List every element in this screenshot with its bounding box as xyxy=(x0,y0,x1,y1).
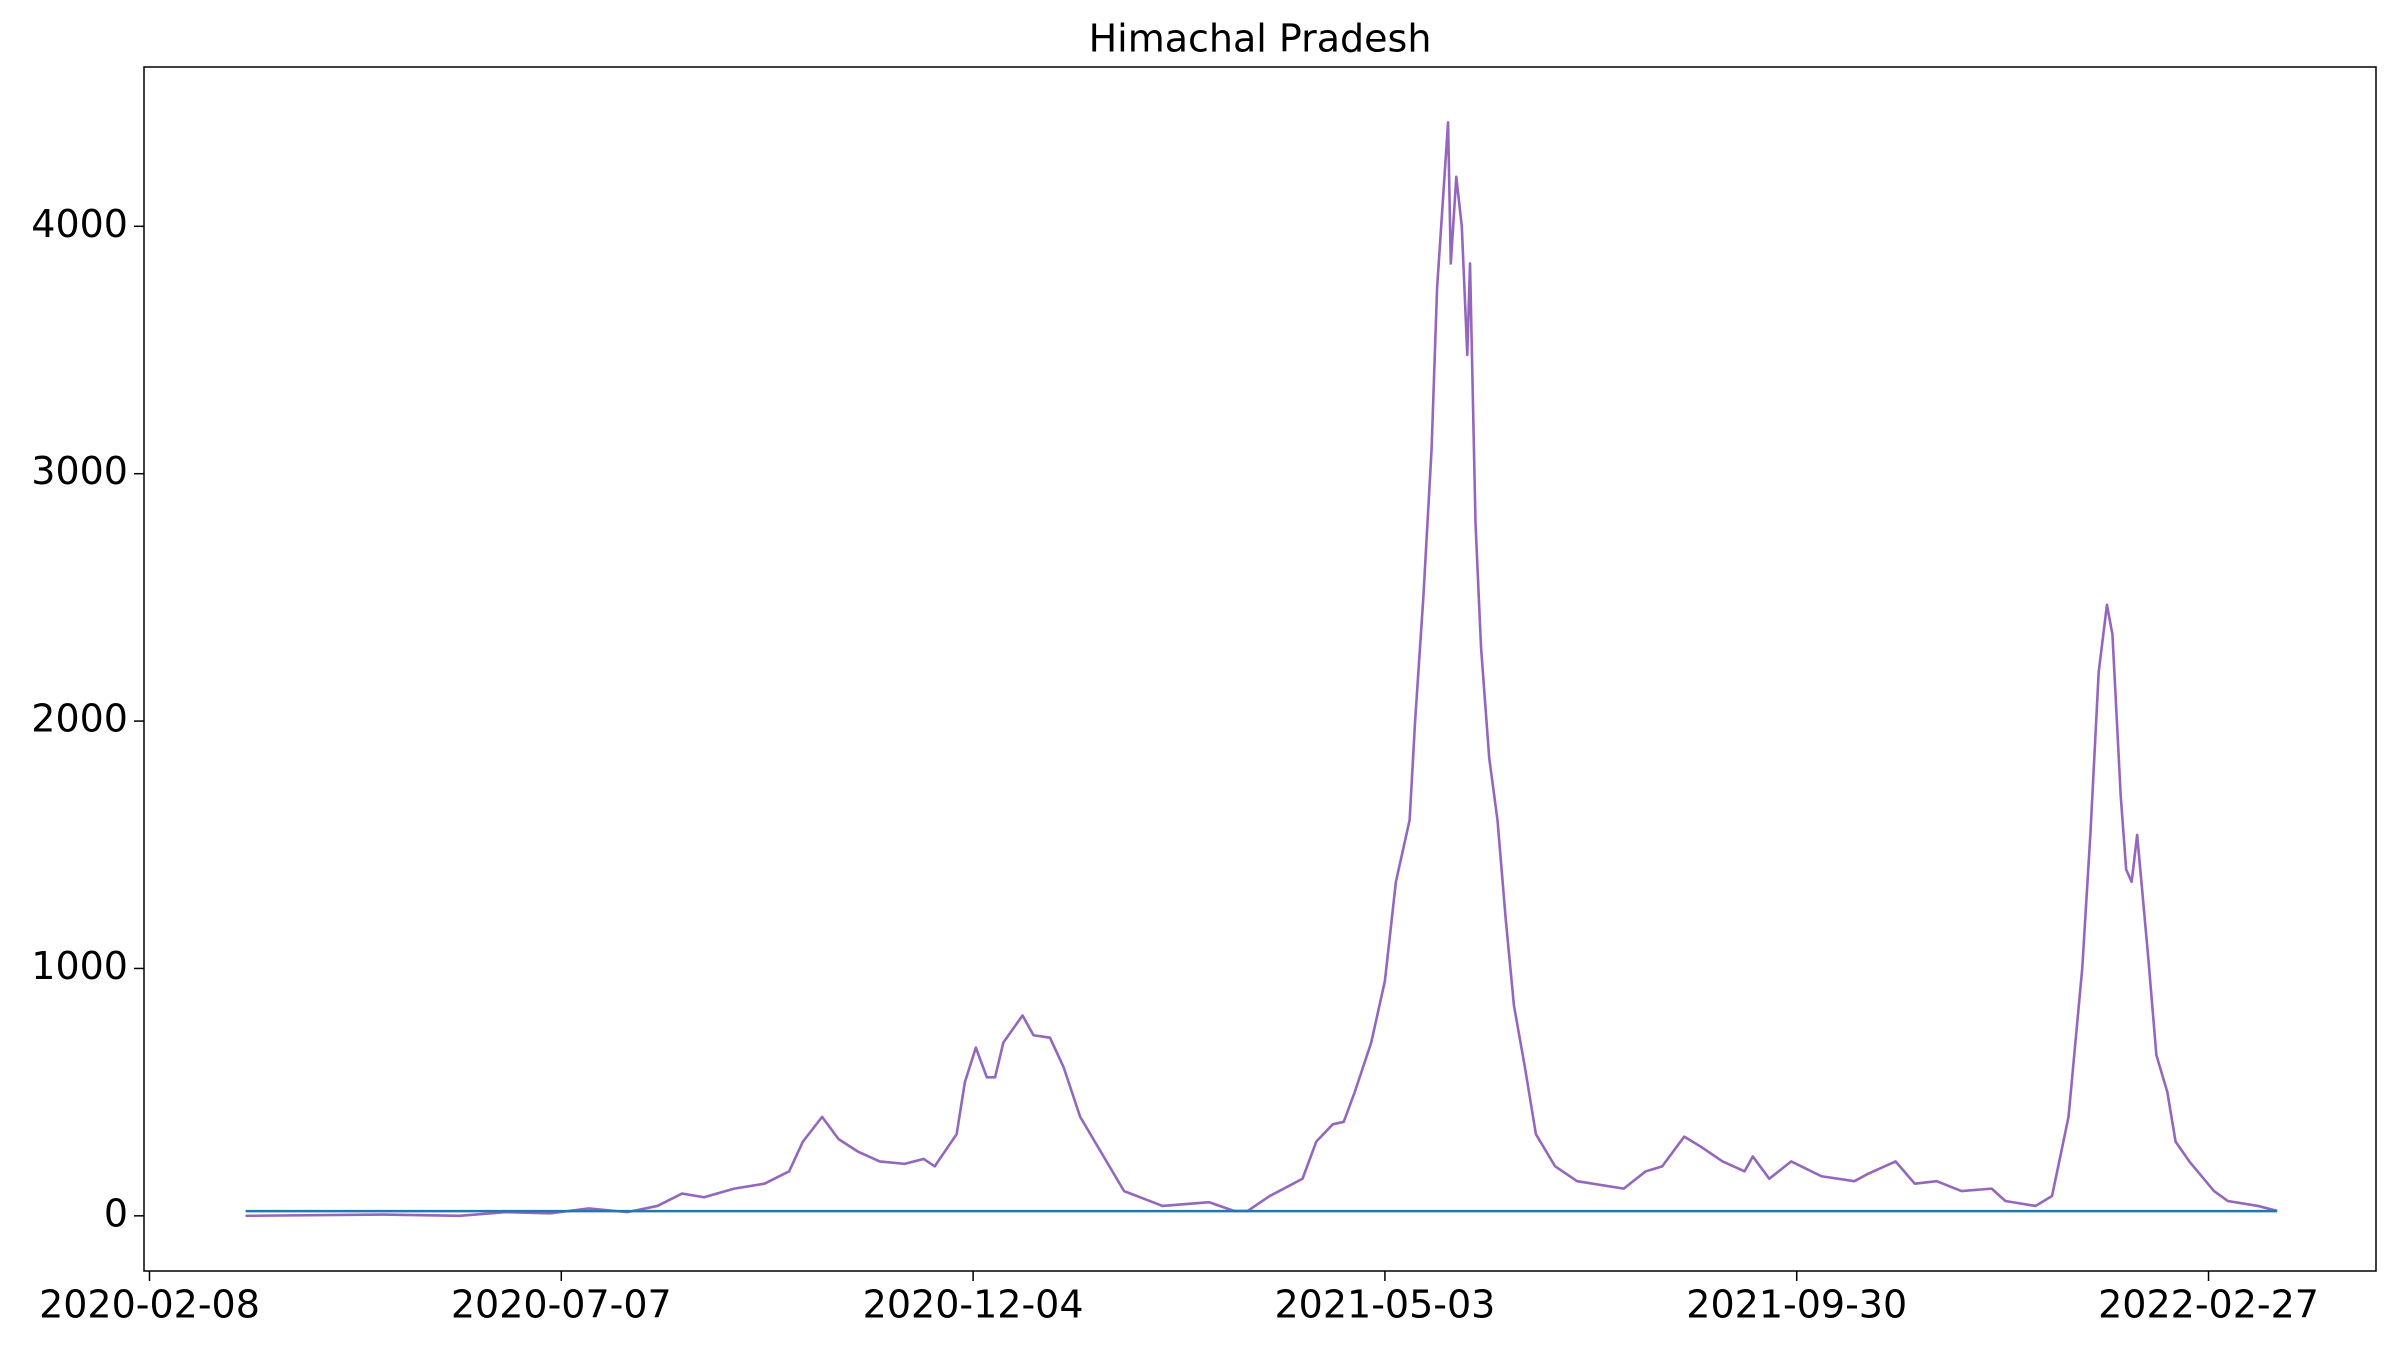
plot-frame xyxy=(143,66,2377,1272)
y-tick-label: 1000 xyxy=(31,944,128,988)
x-tick-label: 2020-12-04 xyxy=(863,1283,1084,1327)
data-line xyxy=(245,121,2278,1218)
x-tick-label: 2022-02-27 xyxy=(2098,1283,2319,1327)
x-tick-label: 2020-07-07 xyxy=(451,1283,672,1327)
y-tick-label: 4000 xyxy=(31,202,128,246)
x-tick-label: 2021-05-03 xyxy=(1274,1283,1495,1327)
y-tick-label: 0 xyxy=(104,1191,128,1235)
chart-title: Himachal Pradesh xyxy=(1089,17,1432,61)
x-tick-label: 2021-09-30 xyxy=(1686,1283,1907,1327)
x-tick-label: 2020-02-08 xyxy=(39,1283,260,1327)
y-tick-label: 3000 xyxy=(31,449,128,493)
y-tick-label: 2000 xyxy=(31,697,128,741)
